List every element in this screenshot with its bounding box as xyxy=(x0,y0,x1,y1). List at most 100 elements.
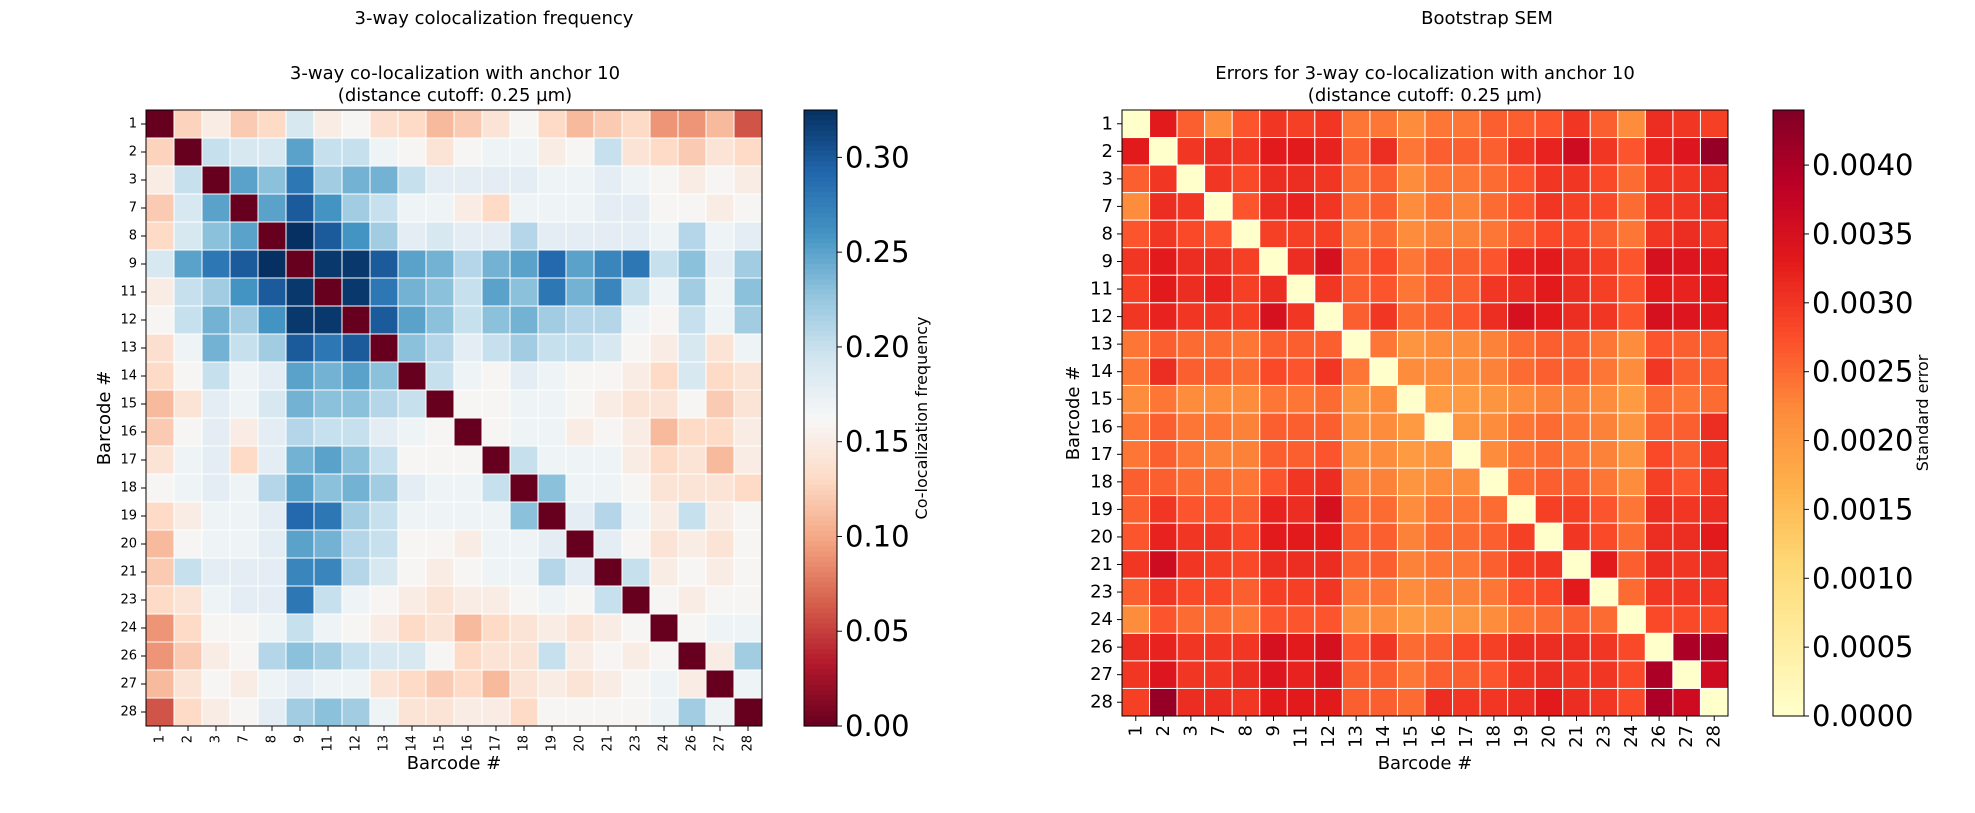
heatmap-cell xyxy=(1231,274,1261,304)
colorbar-segment xyxy=(1773,554,1804,561)
heatmap-cell xyxy=(341,193,371,223)
colorbar-segment xyxy=(1773,655,1804,662)
heatmap-cell xyxy=(1699,495,1729,524)
colorbar-segment xyxy=(1773,337,1804,343)
heatmap-cell xyxy=(677,277,707,307)
heatmap-cell xyxy=(565,697,595,727)
heatmap-cell xyxy=(1507,274,1536,304)
heatmap-cell xyxy=(705,109,735,139)
heatmap-cell xyxy=(1644,412,1674,442)
heatmap-cell xyxy=(1699,412,1729,442)
heatmap-cell xyxy=(1644,384,1674,414)
colorbar-tick-label: 0.25 xyxy=(845,235,910,269)
heatmap-cell xyxy=(1562,577,1591,607)
heatmap-cell xyxy=(257,109,287,139)
heatmap-cell xyxy=(369,641,399,671)
heatmap-cell xyxy=(1562,109,1591,139)
heatmap-cell xyxy=(1204,440,1233,469)
heatmap-cell xyxy=(1341,219,1371,249)
heatmap-cell xyxy=(1589,109,1619,139)
heatmap-cell xyxy=(1672,247,1701,276)
heatmap-cell xyxy=(1204,550,1233,579)
heatmap-cell xyxy=(173,445,203,475)
x-tick-label: 26 xyxy=(1649,725,1670,748)
heatmap-cell xyxy=(593,277,623,307)
heatmap-cell xyxy=(257,277,287,307)
x-tick-label: 13 xyxy=(1346,725,1367,748)
heatmap-cell xyxy=(537,361,567,391)
heatmap-cell xyxy=(1479,522,1509,552)
panel-suptitle: Bootstrap SEM xyxy=(1421,8,1553,29)
heatmap-cell xyxy=(313,137,343,167)
heatmap-cell xyxy=(1617,219,1646,249)
heatmap-cell xyxy=(1341,247,1371,276)
heatmap-cell xyxy=(733,669,763,699)
colorbar: 0.0000 0.0005 0.0010 0.0015 0.0020 0.0025 0.00… xyxy=(1772,109,1913,733)
heatmap-cell xyxy=(1452,192,1481,221)
heatmap-cell xyxy=(341,277,371,307)
heatmap-frame xyxy=(145,109,763,727)
colorbar-segment xyxy=(804,572,837,578)
heatmap-cell xyxy=(1452,467,1481,497)
heatmap-cell xyxy=(1396,495,1426,524)
heatmap-cell xyxy=(285,445,315,475)
colorbar-segment xyxy=(804,120,837,126)
heatmap-cell xyxy=(1176,164,1206,194)
heatmap-cell xyxy=(1369,412,1398,442)
heatmap-cell xyxy=(537,669,567,699)
heatmap-cell xyxy=(1369,302,1398,331)
heatmap-cell xyxy=(1259,687,1288,717)
y-tick-label: 9 xyxy=(1102,251,1113,272)
colorbar-segment xyxy=(804,649,837,655)
heatmap-cell xyxy=(369,109,399,139)
heatmap-cell xyxy=(593,417,623,447)
heatmap-cell xyxy=(1341,550,1371,579)
heatmap-cell xyxy=(229,193,259,223)
x-tick-label: 2 xyxy=(181,735,196,743)
heatmap-cell xyxy=(1452,164,1481,194)
heatmap-cell xyxy=(1699,247,1729,276)
colorbar-tick-label: 0.05 xyxy=(845,614,910,648)
colorbar-segment xyxy=(804,418,837,424)
heatmap-cell xyxy=(1562,192,1591,221)
colorbar-segment xyxy=(804,433,837,440)
colorbar-label: Standard error xyxy=(1913,354,1932,471)
heatmap-cell xyxy=(1644,495,1674,524)
x-tick-label: 16 xyxy=(461,735,476,752)
heatmap-cell xyxy=(1369,660,1398,689)
x-tick-label: 21 xyxy=(601,735,616,752)
heatmap-cell xyxy=(1699,329,1729,359)
heatmap-cell xyxy=(509,305,539,335)
heatmap-cell xyxy=(649,585,679,615)
x-tick-labels: 1 2 3 7 8 9 11 12 13 14 15 16 17 18 19 20 21 23 24 26 27 28 xyxy=(1125,716,1725,748)
heatmap-cell xyxy=(229,165,259,195)
heatmap-cell xyxy=(145,501,175,531)
heatmap-cell xyxy=(1396,467,1426,497)
y-tick-label: 18 xyxy=(1090,471,1113,492)
heatmap-cell xyxy=(481,417,511,447)
heatmap-cell xyxy=(425,109,455,139)
heatmap-cell xyxy=(369,305,399,335)
heatmap-cell xyxy=(425,333,455,363)
heatmap-cell xyxy=(1286,522,1316,552)
heatmap-cell xyxy=(1341,467,1371,497)
heatmap-cell xyxy=(341,137,371,167)
heatmap-cell xyxy=(565,613,595,643)
colorbar-segment xyxy=(804,674,837,681)
heatmap-cell xyxy=(1424,137,1454,166)
heatmap-cell xyxy=(1259,384,1288,414)
y-tick-label: 23 xyxy=(1090,582,1113,603)
heatmap-cell xyxy=(621,445,651,475)
heatmap-cell xyxy=(1424,605,1454,634)
heatmap-cell xyxy=(257,417,287,447)
colorbar-segment xyxy=(804,459,837,465)
heatmap-cell xyxy=(145,613,175,643)
heatmap-cell xyxy=(565,529,595,559)
heatmap-cell xyxy=(313,445,343,475)
colorbar-segment xyxy=(1773,110,1804,116)
heatmap-cell xyxy=(1396,357,1426,386)
heatmap-cell xyxy=(1479,219,1509,249)
heatmap-cell xyxy=(733,249,763,279)
heatmap-cell xyxy=(1204,247,1233,276)
x-tick-label: 12 xyxy=(349,735,364,752)
